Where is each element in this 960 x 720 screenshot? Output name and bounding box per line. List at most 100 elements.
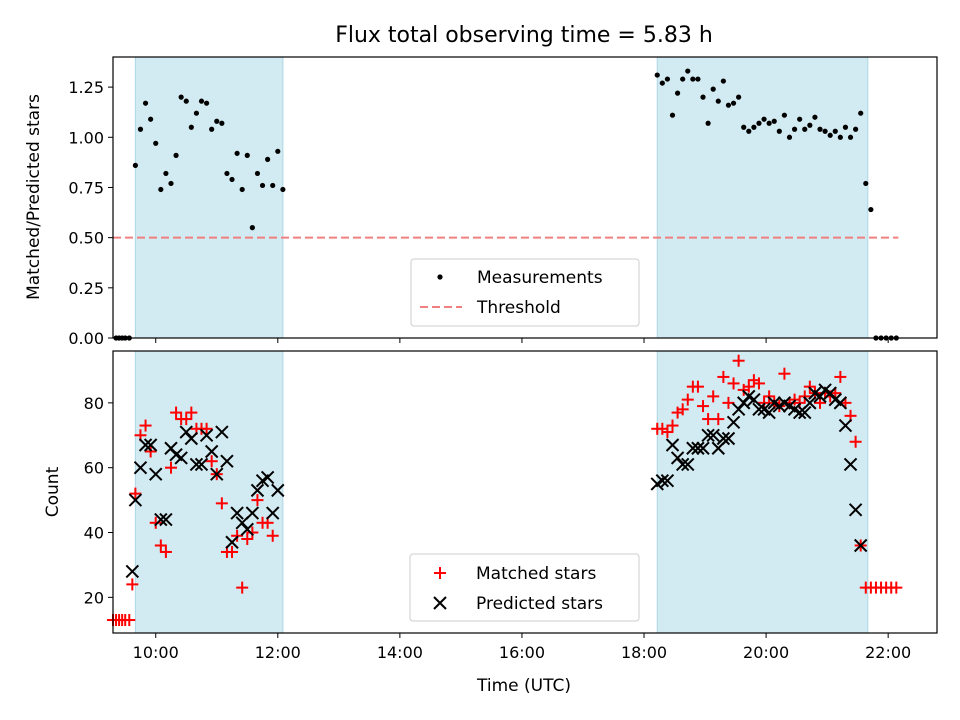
bot-matched-stars-point bbox=[185, 406, 198, 419]
bot-predicted-stars-point-b bbox=[762, 405, 776, 420]
bot-predicted-stars-point-b bbox=[828, 392, 842, 407]
bot-matched-stars-point bbox=[123, 614, 136, 627]
top-measurements-point bbox=[786, 134, 793, 140]
top-measurements-point bbox=[203, 100, 210, 106]
top-measurements-point bbox=[142, 100, 149, 106]
bot-matched-stars-point bbox=[742, 380, 755, 393]
top-measurements-point bbox=[669, 112, 676, 118]
top-measurements-point bbox=[822, 128, 828, 134]
top-y-tick-label: 0.25 bbox=[68, 279, 104, 298]
bot-matched-stars-point bbox=[834, 370, 847, 383]
bot-predicted-stars-point bbox=[843, 457, 858, 472]
bot-predicted-stars-point bbox=[681, 457, 695, 472]
top-measurements-point bbox=[193, 110, 200, 116]
bot-predicted-stars-point-b bbox=[777, 396, 792, 410]
bottom-y-axis-label: Count bbox=[43, 466, 63, 517]
bot-predicted-stars-point bbox=[220, 454, 234, 468]
bot-matched-stars-point bbox=[126, 578, 139, 591]
bot-predicted-stars-point bbox=[660, 473, 675, 488]
bot-predicted-stars-point bbox=[199, 428, 214, 442]
top-measurements-point bbox=[853, 126, 859, 132]
bot-matched-stars-point bbox=[226, 545, 239, 558]
bot-matched-stars-point bbox=[702, 413, 715, 426]
bot-matched-stars-point bbox=[129, 487, 142, 500]
bottom-shaded-intervals bbox=[134, 350, 869, 634]
bot-matched-stars-point bbox=[241, 533, 254, 545]
bot-predicted-stars-point bbox=[803, 396, 817, 410]
top-measurements-point bbox=[229, 176, 235, 183]
top-legend-box bbox=[410, 258, 640, 327]
bot-predicted-stars-point-b bbox=[691, 441, 705, 455]
top-measurements-point bbox=[659, 80, 665, 86]
bot-predicted-stars-point-b bbox=[747, 392, 761, 407]
bot-shade-0 bbox=[134, 350, 284, 634]
bot-predicted-stars-point-b bbox=[808, 386, 822, 400]
top-measurements-point bbox=[178, 94, 184, 100]
bot-predicted-stars-point-b bbox=[767, 396, 781, 410]
top-y-tick-label: 0.00 bbox=[68, 329, 104, 348]
bot-matched-stars-point bbox=[205, 455, 218, 468]
top-measurements-point bbox=[209, 126, 215, 132]
top-measurements-point bbox=[705, 120, 711, 126]
bot-matched-stars-point bbox=[890, 581, 903, 594]
bot-predicted-stars-point-b bbox=[266, 506, 280, 520]
top-measurements-point bbox=[730, 100, 737, 106]
bot-predicted-stars-point bbox=[184, 431, 199, 446]
bot-predicted-stars-point-b bbox=[138, 438, 153, 452]
bot-matched-stars-point bbox=[154, 539, 167, 552]
bot-predicted-stars-point-b bbox=[194, 457, 209, 472]
bot-predicted-stars-point-b bbox=[848, 503, 863, 517]
bot-predicted-stars-point-b bbox=[675, 457, 690, 472]
bot-y-tick-label: 40 bbox=[84, 524, 104, 543]
top-measurements-point bbox=[725, 102, 732, 108]
legend-matched-label: Matched stars bbox=[476, 564, 596, 584]
top-measurements-point bbox=[275, 148, 281, 154]
bot-matched-stars-point bbox=[849, 435, 862, 448]
top-measurements-point bbox=[173, 152, 179, 158]
bot-predicted-stars-point bbox=[696, 441, 710, 455]
bot-predicted-stars-point bbox=[675, 457, 690, 472]
bot-predicted-stars-point-b bbox=[159, 512, 173, 527]
top-measurements-point bbox=[812, 114, 818, 120]
bot-matched-stars-point bbox=[139, 419, 152, 432]
bot-predicted-stars-point-b bbox=[655, 473, 670, 488]
top-measurements-point bbox=[690, 76, 696, 82]
bot-predicted-stars-point bbox=[138, 438, 153, 452]
bot-predicted-stars-point-b bbox=[665, 438, 680, 452]
top-x-ticks bbox=[155, 338, 889, 343]
bot-predicted-stars-point bbox=[154, 512, 168, 527]
top-y-tick-label: 0.50 bbox=[68, 229, 104, 248]
top-measurements-point bbox=[776, 128, 782, 134]
bot-predicted-stars-point-b bbox=[752, 402, 766, 417]
bot-predicted-stars-point-b bbox=[189, 457, 204, 472]
bot-predicted-stars-point-b bbox=[787, 402, 802, 417]
bot-predicted-stars-point-b bbox=[838, 418, 853, 433]
bot-predicted-stars-point bbox=[665, 438, 680, 452]
bot-predicted-stars-point bbox=[706, 428, 720, 442]
top-y-tick-label: 1.00 bbox=[68, 128, 104, 147]
bot-predicted-stars-point bbox=[159, 512, 173, 527]
bot-matched-stars-point bbox=[697, 400, 710, 413]
top-measurements-point bbox=[654, 72, 660, 78]
top-measurements-point bbox=[280, 186, 286, 193]
bot-predicted-stars-point-b bbox=[833, 396, 848, 410]
bot-predicted-stars-point-b bbox=[125, 564, 140, 579]
bot-matched-stars-point bbox=[691, 380, 704, 393]
bot-matched-stars-point bbox=[707, 390, 720, 403]
top-measurements-point bbox=[710, 86, 716, 92]
top-measurements-point bbox=[736, 94, 742, 100]
bot-predicted-stars-point-b bbox=[706, 428, 720, 442]
top-measurements-point bbox=[259, 182, 266, 189]
bot-predicted-stars-point bbox=[848, 503, 863, 517]
bot-matched-stars-point bbox=[266, 529, 279, 542]
bot-predicted-stars-point-b bbox=[260, 470, 275, 485]
top-y-ticks: 0.00 0.25 0.50 0.75 1.00 1.25 bbox=[68, 78, 113, 348]
bot-predicted-stars-point-b bbox=[742, 389, 756, 404]
bot-predicted-stars-point-b bbox=[169, 448, 183, 462]
top-measurements-point bbox=[827, 132, 833, 138]
top-measurements-point bbox=[766, 120, 772, 126]
bot-predicted-stars-point bbox=[215, 425, 229, 439]
top-measurements-point bbox=[807, 122, 813, 128]
top-measurements-point bbox=[168, 180, 174, 187]
top-measurements-point bbox=[680, 76, 686, 82]
